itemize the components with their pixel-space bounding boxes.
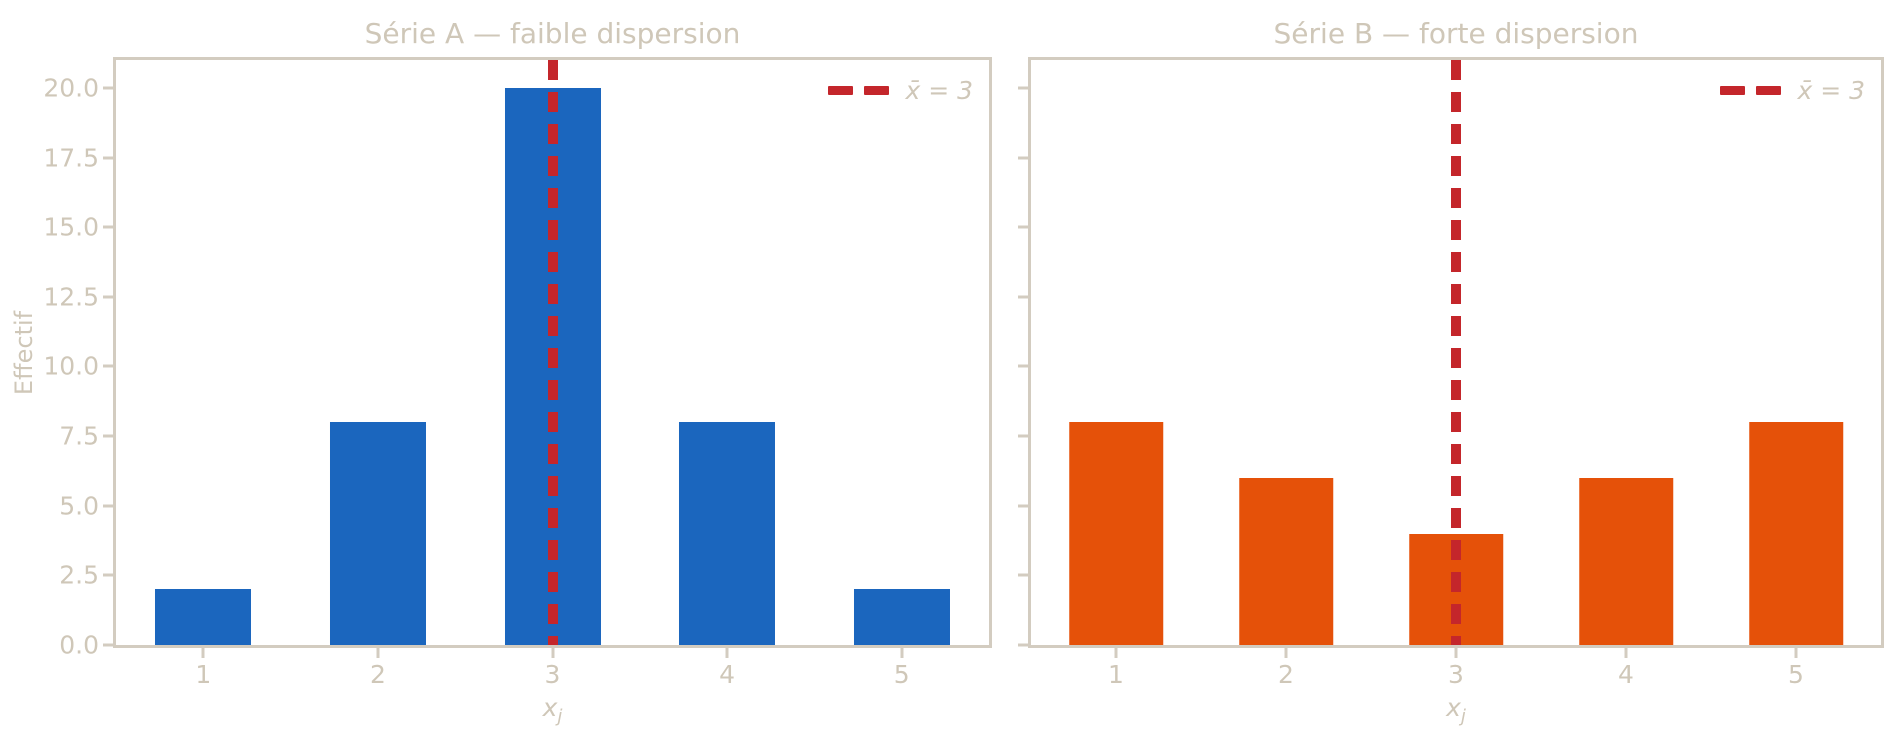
- y-tick-mark: [1018, 434, 1028, 438]
- y-tick-label: 15.0: [43, 212, 99, 242]
- bar: [1239, 477, 1333, 645]
- x-tick-label: 3: [544, 660, 561, 689]
- x-tick-mark: [201, 648, 205, 658]
- x-tick-mark: [1454, 648, 1458, 658]
- legend-label: x̄ = 3: [905, 76, 973, 105]
- legend: x̄ = 3: [828, 76, 973, 105]
- x-axis-label: xj: [1446, 693, 1466, 727]
- mean-line: [547, 60, 558, 645]
- x-tick-mark: [1624, 648, 1628, 658]
- y-tick-mark: [103, 225, 113, 229]
- mean-line: [1451, 60, 1461, 645]
- bar: [155, 589, 252, 645]
- x-tick-label: 2: [1278, 660, 1294, 689]
- x-axis-label-base: x: [1446, 693, 1461, 722]
- y-tick-mark: [1018, 643, 1028, 647]
- chart-title: Série B — forte dispersion: [1273, 17, 1639, 50]
- chart-title: Série A — faible dispersion: [364, 17, 741, 50]
- y-tick-mark: [103, 86, 113, 90]
- y-tick-mark: [103, 573, 113, 577]
- y-tick-mark: [103, 295, 113, 299]
- y-tick-mark: [103, 643, 113, 647]
- y-tick-mark: [1018, 86, 1028, 90]
- x-tick-label: 1: [195, 660, 212, 689]
- x-tick-label: 4: [719, 660, 736, 689]
- y-axis-label: Effectif: [10, 310, 38, 395]
- x-tick-label: 3: [1448, 660, 1464, 689]
- y-tick-label: 10.0: [43, 351, 99, 381]
- y-tick-label: 7.5: [59, 421, 99, 451]
- x-tick-label: 1: [1108, 660, 1124, 689]
- bar: [329, 422, 426, 645]
- x-axis-label-base: x: [542, 693, 558, 722]
- y-tick-mark: [1018, 225, 1028, 229]
- x-tick-mark: [1114, 648, 1118, 658]
- y-tick-mark: [1018, 364, 1028, 368]
- y-tick-mark: [1018, 156, 1028, 159]
- x-tick-label: 2: [369, 660, 386, 689]
- x-tick-mark: [376, 648, 380, 658]
- y-tick-label: 12.5: [43, 282, 99, 312]
- y-tick-mark: [1018, 573, 1028, 577]
- legend-dashed-line-icon: [1720, 86, 1782, 95]
- y-tick-mark: [1018, 504, 1028, 508]
- x-tick-label: 4: [1618, 660, 1634, 689]
- y-tick-mark: [103, 434, 113, 438]
- legend: x̄ = 3: [1720, 76, 1865, 105]
- x-tick-mark: [1794, 648, 1798, 658]
- y-tick-label: 2.5: [59, 560, 99, 590]
- legend-label: x̄ = 3: [1797, 76, 1865, 105]
- bar: [1749, 422, 1843, 645]
- y-tick-mark: [103, 364, 113, 368]
- x-axis-label-sub: j: [1460, 706, 1466, 727]
- axes-serie-b: Série B — forte dispersion xj x̄ = 3 1 2 3…: [1018, 17, 1884, 727]
- bar: [853, 589, 950, 645]
- x-tick-mark: [900, 648, 904, 658]
- x-tick-label: 5: [1788, 660, 1804, 689]
- bar: [1069, 422, 1163, 645]
- y-tick-label: 17.5: [43, 143, 99, 172]
- bar: [679, 422, 776, 645]
- y-tick-label: 5.0: [59, 491, 99, 521]
- x-axis-label-sub: j: [557, 706, 563, 727]
- x-tick-label: 5: [893, 660, 910, 689]
- axes-serie-a: Série A — faible dispersion Effectif xj …: [10, 17, 992, 727]
- y-tick-mark: [103, 156, 113, 159]
- x-tick-mark: [725, 648, 729, 658]
- y-tick-label: 20.0: [43, 73, 99, 103]
- y-tick-mark: [1018, 295, 1028, 299]
- x-tick-mark: [551, 648, 554, 658]
- y-tick-mark: [103, 504, 113, 508]
- y-tick-label: 0.0: [59, 630, 99, 660]
- x-tick-mark: [1284, 648, 1288, 658]
- bar: [1579, 477, 1673, 645]
- x-axis-label: xj: [543, 693, 563, 727]
- legend-dashed-line-icon: [828, 86, 890, 95]
